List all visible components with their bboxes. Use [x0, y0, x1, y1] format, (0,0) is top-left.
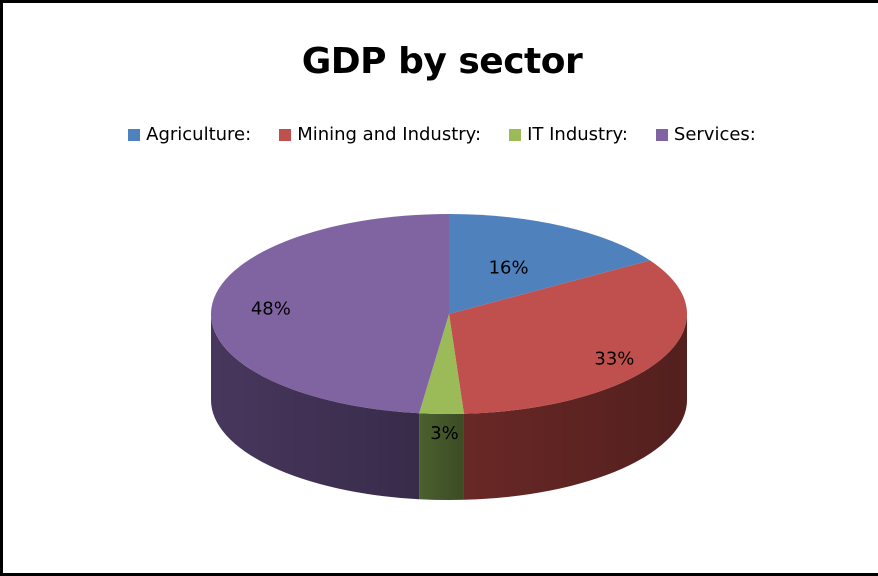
legend-label-services: Services:: [673, 124, 756, 145]
legend-label-mining-industry: Mining and Industry:: [297, 124, 482, 145]
pie-side-shade-it-industry: [419, 413, 464, 500]
pie-slice-services: [211, 213, 449, 414]
legend-item-mining-industry: Mining and Industry:: [279, 124, 481, 145]
legend-swatch-mining-industry: [279, 128, 292, 141]
pie-slices: [211, 213, 688, 414]
legend-swatch-services: [655, 128, 668, 141]
chart-legend: Agriculture: Mining and Industry: IT Ind…: [3, 124, 878, 145]
pie-slice-mining-industry: [449, 260, 688, 414]
legend-label-agriculture: Agriculture:: [146, 124, 252, 145]
pie-data-label-services: 48%: [251, 298, 291, 319]
pie-slice-agriculture: [449, 214, 650, 314]
pie-data-label-mining-industry: 33%: [594, 348, 634, 369]
pie-side-shade-mining-industry: [463, 314, 687, 500]
pie-side-shade-services: [211, 314, 420, 500]
legend-swatch-it-industry: [509, 128, 522, 141]
legend-item-agriculture: Agriculture:: [128, 124, 251, 145]
legend-item-services: Services:: [655, 124, 756, 145]
pie-data-label-it-industry: 3%: [430, 423, 459, 444]
pie-data-label-agriculture: 16%: [489, 257, 529, 278]
pie-sides: [211, 314, 687, 500]
pie-data-labels: 16% 33% 3% 48%: [251, 257, 635, 444]
chart-title: GDP by sector: [301, 41, 583, 82]
pie-slice-it-industry: [419, 314, 464, 414]
legend-label-it-industry: IT Industry:: [527, 124, 628, 145]
legend-item-it-industry: IT Industry:: [509, 124, 628, 145]
legend-swatch-agriculture: [128, 128, 141, 141]
